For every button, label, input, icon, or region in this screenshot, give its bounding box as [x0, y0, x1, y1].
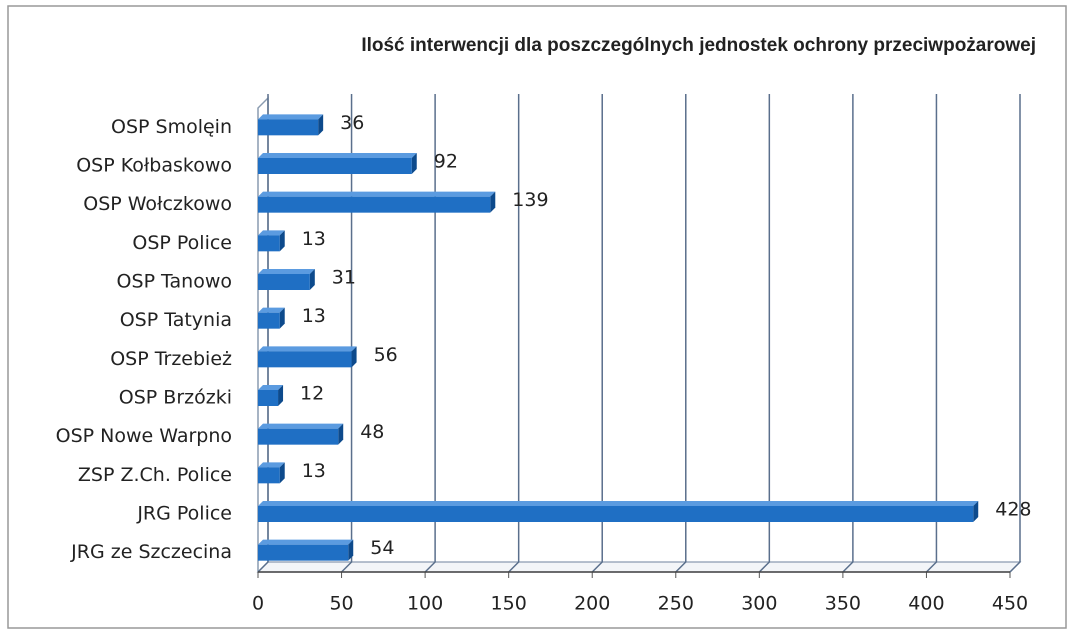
bar-side — [411, 153, 417, 174]
bar-top — [258, 269, 315, 274]
chart-frame — [7, 5, 1067, 629]
bar-top — [258, 191, 496, 197]
y-tick-label: OSP Kołbaskowo — [76, 155, 232, 177]
bar-top — [258, 501, 979, 506]
grid-line — [508, 94, 520, 573]
y-tick-label: JRG ze Szczecina — [70, 541, 232, 563]
bar — [258, 467, 280, 484]
x-tick-label: 300 — [741, 593, 777, 615]
bar-top — [258, 307, 285, 313]
data-label: 13 — [302, 460, 326, 482]
grid-line — [424, 94, 436, 573]
data-label: 92 — [434, 151, 458, 173]
bar-top — [258, 230, 285, 236]
bar-side — [278, 385, 284, 406]
bar-side — [279, 230, 285, 252]
data-label: 36 — [340, 112, 364, 134]
bar-top — [258, 423, 344, 429]
floor — [256, 561, 1022, 573]
y-tick-label: OSP Nowe Warpno — [56, 425, 232, 447]
data-label: 13 — [302, 228, 326, 250]
data-label: 48 — [360, 421, 384, 443]
bar — [258, 196, 491, 213]
y-tick-label: OSP Brzózki — [119, 387, 232, 409]
bar — [258, 351, 352, 368]
grid-line — [842, 94, 854, 573]
y-tick-label: OSP Tatynia — [120, 309, 232, 331]
y-tick-label: OSP Police — [132, 232, 232, 254]
x-tick-label: 200 — [574, 593, 610, 615]
x-tick-label: 100 — [407, 593, 443, 615]
bar-side — [348, 539, 354, 561]
bar-top — [258, 462, 285, 468]
x-tick-label: 350 — [825, 593, 861, 615]
bar-side — [309, 269, 315, 290]
bar-top — [258, 539, 354, 545]
bar — [258, 506, 974, 522]
x-tick-label: 50 — [329, 593, 353, 615]
bar-side — [338, 423, 344, 445]
grid-line — [591, 94, 603, 573]
y-tick-label: OSP Smolęin — [111, 116, 232, 138]
bar — [258, 235, 280, 252]
x-tick-label: 250 — [658, 593, 694, 615]
y-tick-label: ZSP Z.Ch. Police — [78, 464, 232, 486]
bar — [258, 428, 339, 445]
grid-line — [925, 94, 938, 573]
data-label: 428 — [995, 499, 1031, 521]
bar-side — [973, 501, 979, 522]
bar — [258, 158, 412, 174]
bar-side — [279, 462, 285, 484]
bar-side — [351, 346, 357, 368]
x-tick-label: 450 — [992, 593, 1028, 615]
x-tick-label: 0 — [252, 593, 264, 615]
grid-line — [758, 94, 771, 573]
bar-top — [258, 114, 324, 120]
chart-title: Ilość interwencji dla poszczególnych jed… — [361, 35, 1036, 56]
bar-side — [490, 191, 496, 213]
data-label: 12 — [300, 383, 324, 405]
x-tick-label: 400 — [908, 593, 944, 615]
y-tick-label: JRG Police — [136, 503, 232, 525]
bar-top — [258, 385, 284, 390]
bar — [258, 390, 279, 406]
data-label: 56 — [374, 344, 398, 366]
grid-line — [675, 94, 687, 573]
grid-line — [1009, 94, 1021, 573]
bar-top — [258, 153, 417, 158]
x-tick-label: 150 — [491, 593, 527, 615]
y-tick-label: OSP Tanowo — [117, 271, 232, 293]
data-label: 13 — [302, 305, 326, 327]
bar — [258, 119, 319, 136]
bar-side — [318, 114, 324, 136]
data-label: 139 — [512, 189, 548, 211]
y-tick-label: OSP Wołczkowo — [83, 193, 232, 215]
bar-top — [258, 346, 357, 352]
data-label: 31 — [332, 267, 356, 289]
bar-side — [279, 307, 285, 329]
bar — [258, 544, 349, 561]
data-label: 54 — [370, 537, 394, 559]
bar — [258, 274, 310, 290]
grid-line — [341, 94, 353, 573]
y-tick-label: OSP Trzebież — [110, 348, 232, 370]
bar — [258, 312, 280, 329]
